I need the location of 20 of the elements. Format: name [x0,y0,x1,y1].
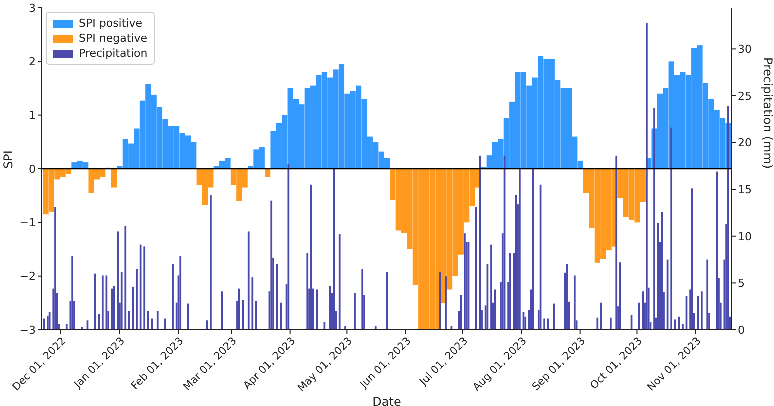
legend-label: SPI negative [79,31,148,46]
legend-label: Precipitation [79,46,148,61]
y-tick-label: 0 [29,162,36,176]
legend-label: SPI positive [79,16,143,31]
y2-tick-label: 25 [738,90,752,103]
y2-tick-label: 20 [738,136,752,150]
y2-tick-label: 5 [738,277,745,290]
y-tick-label: −3 [20,324,36,337]
y-tick-label: −2 [20,270,36,284]
y-tick-label: 3 [29,2,36,15]
y2-tick-label: 10 [738,230,752,244]
y-tick-label: 2 [29,56,36,69]
y-axis-title: SPI [1,150,16,169]
y2-tick-label: 30 [738,43,752,56]
y2-axis-title: Precipitation (mm) [760,57,774,169]
y2-tick-label: 15 [738,184,752,196]
y-tick-label: 1 [29,109,36,122]
x-axis-title: Date [372,395,402,406]
y-tick-label: −1 [20,216,36,230]
y2-tick-label: 0 [738,324,745,337]
